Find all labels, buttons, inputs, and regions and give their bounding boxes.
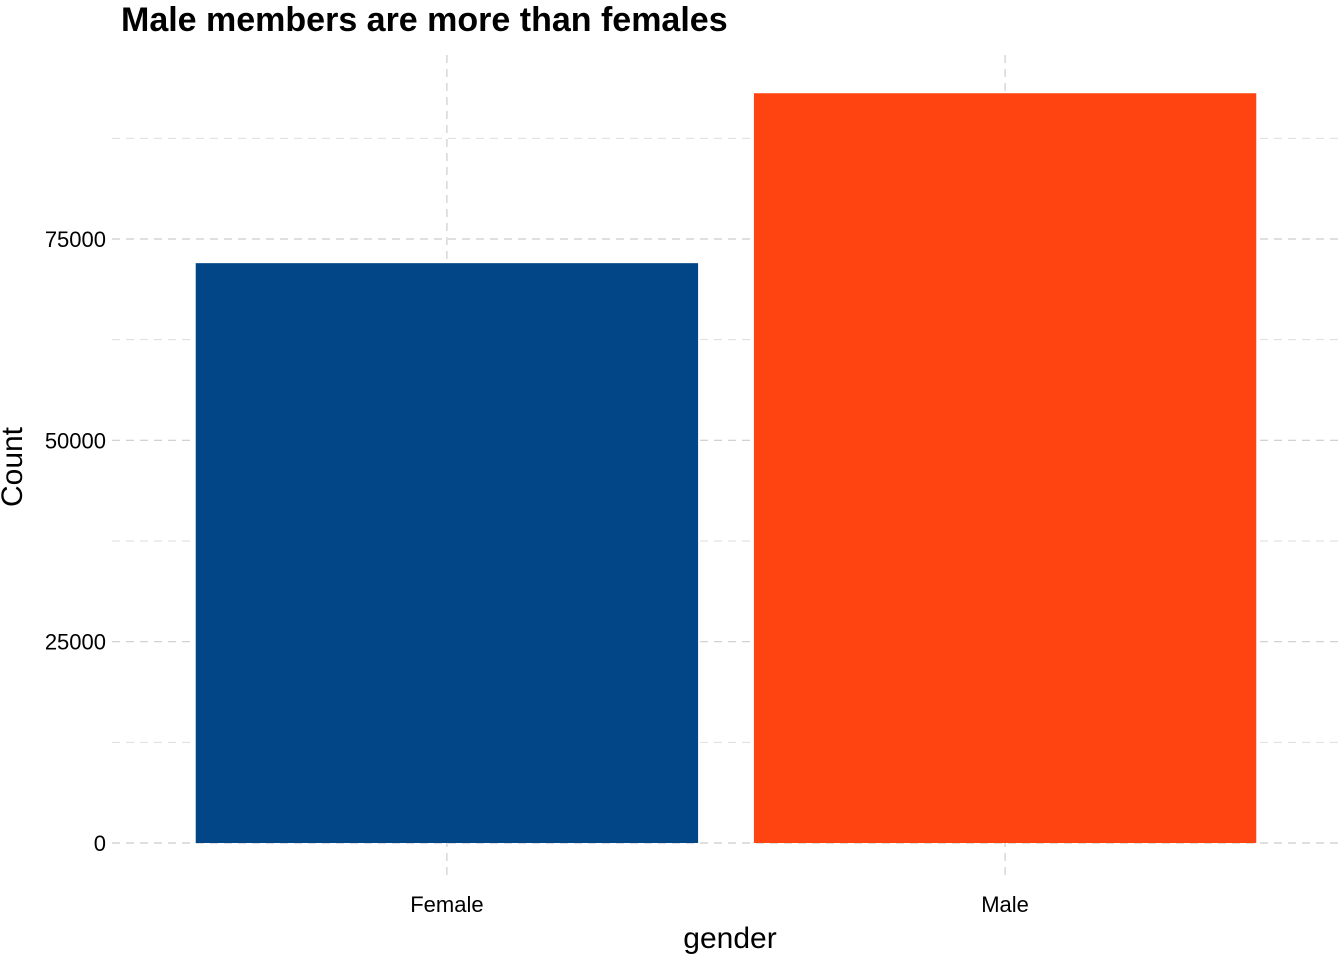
x-axis-title: gender [683, 922, 776, 955]
x-tick-label: Female [410, 892, 483, 917]
y-tick-label: 0 [94, 831, 106, 856]
bar-female [195, 263, 699, 843]
chart-title: Male members are more than females [121, 1, 728, 39]
x-axis-ticks: Female Male [410, 892, 1029, 917]
y-axis-title: Count [0, 426, 29, 507]
y-axis-ticks: 0 25000 50000 75000 [45, 227, 106, 856]
y-tick-label: 75000 [45, 227, 106, 252]
x-tick-label: Male [981, 892, 1029, 917]
y-tick-label: 50000 [45, 428, 106, 453]
bar-male [753, 93, 1257, 843]
bars [195, 93, 1257, 843]
y-tick-label: 25000 [45, 630, 106, 655]
